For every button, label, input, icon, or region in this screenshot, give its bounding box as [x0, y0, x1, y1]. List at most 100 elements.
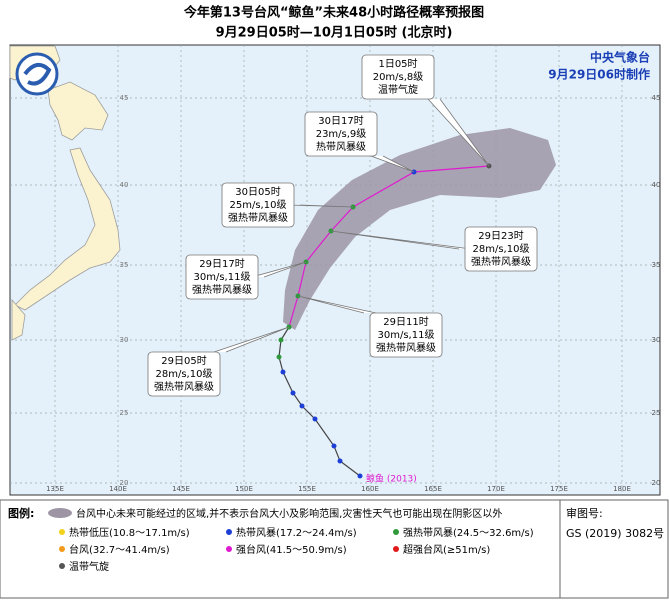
legend-cone: 台风中心未来可能经过的区域,并不表示台风大小及影响范围,灾害性天气也可能出现在阴… [76, 507, 502, 520]
callout-box [361, 54, 435, 100]
callout-box [147, 351, 221, 397]
agency: 中央气象台 [590, 50, 650, 65]
legend-dot [59, 546, 65, 552]
callout-time: 30日17时 [318, 115, 363, 127]
approval-label: 审图号: [566, 506, 603, 520]
approval-box [559, 499, 669, 599]
callout-leader [427, 98, 490, 167]
legend-dot [59, 529, 65, 535]
callout-box [304, 111, 378, 157]
cone-swatch [48, 508, 72, 518]
lon-label: 140E [109, 485, 127, 493]
callout-time: 29日17时 [199, 258, 244, 270]
legend-label: 超强台风(≥51m/s) [403, 543, 490, 556]
legend-dot [393, 529, 399, 535]
storm-label: 鲸鱼 (2013) [366, 473, 417, 485]
callout-wind: 30m/s,11级 [378, 329, 435, 341]
legend-dot [59, 563, 65, 569]
lat-label: 20 [120, 479, 129, 487]
lon-label: 160E [361, 485, 379, 493]
past-point [278, 337, 284, 343]
lon-label: 165E [424, 485, 442, 493]
callout-grade: 强热带风暴级 [154, 380, 214, 393]
lat-label-right: 45 [652, 94, 661, 102]
callout-leader [213, 326, 290, 353]
lat-label: 30 [120, 336, 129, 344]
legend-label: 台风(32.7～41.4m/s) [69, 543, 170, 556]
lon-label: 145E [172, 485, 190, 493]
lat-label-right: 20 [652, 479, 661, 487]
callout-time: 29日23时 [478, 230, 523, 242]
callout-box [369, 312, 443, 358]
callout-grade: 强热带风暴级 [376, 341, 436, 354]
lon-label: 175E [550, 485, 568, 493]
lat-label-right: 25 [652, 409, 661, 417]
past-track [278, 326, 361, 477]
logo [15, 52, 59, 96]
callout-wind: 30m/s,11级 [194, 271, 251, 283]
lat-label-right: 30 [652, 336, 661, 344]
kyushu [11, 298, 26, 341]
subtitle: 9月29日05时—10月1日05时 (北京时) [216, 25, 453, 41]
lon-label: 170E [487, 485, 505, 493]
legend-dot [226, 529, 232, 535]
approval-number: GS (2019) 3082号 [566, 527, 664, 540]
callout-box [185, 254, 259, 300]
callout-grade: 热带风暴级 [316, 140, 366, 153]
lon-label: 180E [613, 485, 631, 493]
legend-label: 强热带风暴(24.5～32.6m/s) [403, 526, 534, 539]
lat-label: 40 [120, 181, 129, 189]
callout-leader [297, 295, 377, 314]
past-point [312, 416, 318, 422]
legend-label: 热带低压(10.8～17.1m/s) [69, 526, 190, 539]
lon-label: 150E [235, 485, 253, 493]
callout-box [221, 182, 295, 228]
lat-label: 35 [120, 261, 129, 269]
callout-leader [330, 230, 472, 250]
probability-cone [283, 128, 556, 330]
callout-wind: 28m/s,10级 [156, 368, 213, 380]
lon-label: 155E [298, 485, 316, 493]
callout-time: 29日05时 [161, 355, 206, 367]
callout-leader [370, 155, 415, 173]
lat-label: 25 [120, 409, 129, 417]
lat-label-right: 35 [652, 261, 661, 269]
past-point [280, 369, 286, 375]
legend-items: 热带低压(10.8～17.1m/s) 热带风暴(17.2～24.4m/s) 强热带风… [59, 526, 534, 573]
callout-wind: 25m/s,10级 [230, 199, 287, 211]
callout-time: 29日11时 [383, 316, 428, 328]
callout-leader [287, 204, 354, 208]
legend-title: 图例: [8, 506, 34, 520]
callout-wind: 28m/s,10级 [473, 243, 530, 255]
issued: 9月29日06时制作 [548, 67, 650, 82]
past-point [331, 443, 337, 449]
callout-wind: 23m/s,9级 [316, 128, 367, 140]
callout-grade: 强热带风暴级 [471, 255, 531, 268]
lon-label: 135E [46, 485, 64, 493]
honshu [14, 147, 121, 311]
callout-wind: 20m/s,8级 [373, 71, 424, 83]
past-point [299, 403, 305, 409]
callout-grade: 温带气旋 [378, 83, 418, 96]
past-point [337, 458, 343, 464]
callout-time: 1日05时 [378, 58, 417, 70]
legend-label: 热带风暴(17.2～24.4m/s) [236, 526, 357, 539]
past-point [276, 354, 282, 360]
lat-label-right: 40 [652, 181, 661, 189]
legend-dot [393, 546, 399, 552]
title: 今年第13号台风“鲸鱼”未来48小时路径概率预报图 [183, 5, 484, 21]
callout-grade: 强热带风暴级 [192, 283, 252, 296]
callout-box [464, 226, 538, 272]
legend-dot [226, 546, 232, 552]
callout-leader [251, 261, 307, 278]
lat-label: 45 [120, 94, 129, 102]
legend-label: 温带气旋 [69, 560, 109, 573]
hokkaido [47, 81, 109, 141]
past-point [290, 390, 296, 396]
past-point [357, 473, 363, 479]
callout-time: 30日05时 [235, 186, 280, 198]
legend-label: 强台风(41.5～50.9m/s) [236, 543, 347, 556]
callout-grade: 强热带风暴级 [228, 211, 288, 224]
